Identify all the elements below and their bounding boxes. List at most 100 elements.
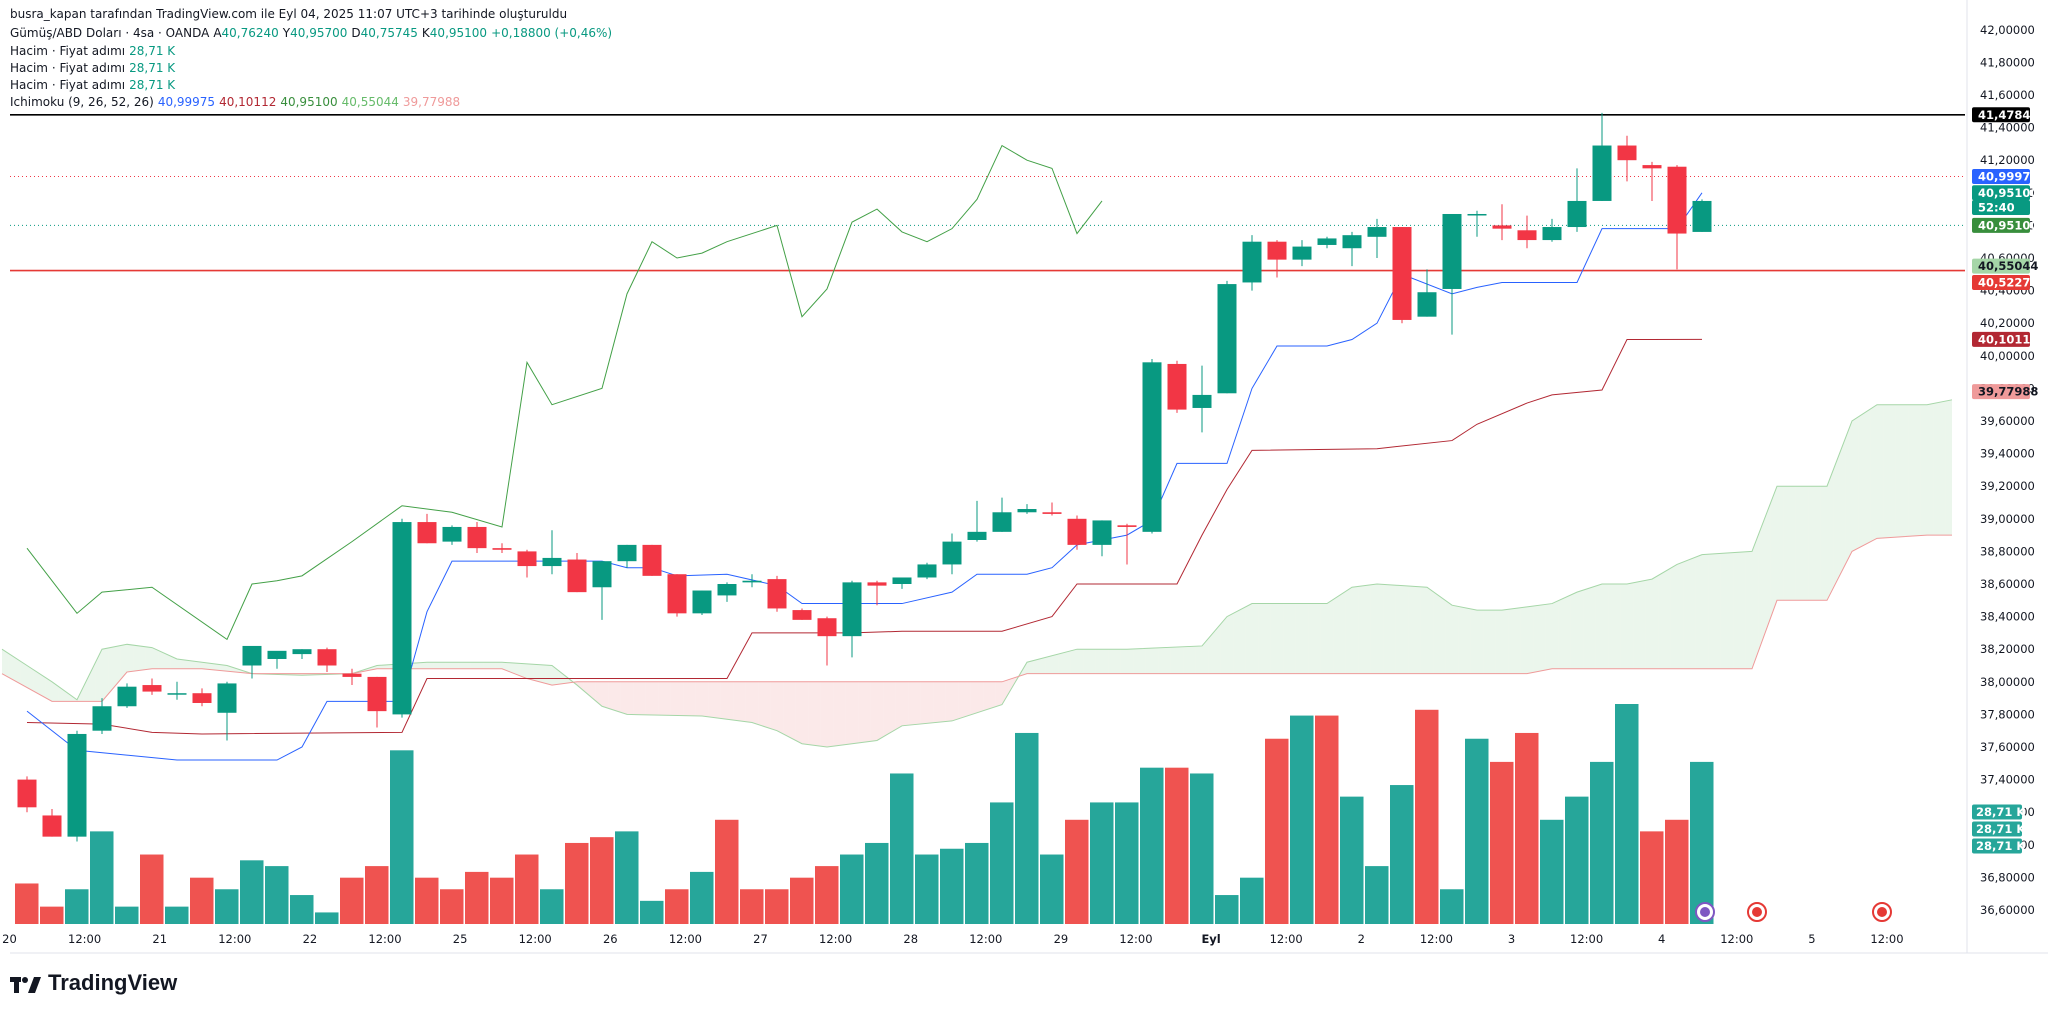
candle [317,647,337,673]
candle-body [1692,200,1712,232]
candle-body [317,649,337,666]
cloud-segment [1470,608,1477,674]
cloud-segment [1008,677,1015,695]
cloud-segment [1620,584,1627,669]
event-icon-dot [1877,907,1887,917]
legend-volume-row[interactable]: Hacim · Fiyat adımı 28,71 K [10,61,179,75]
cloud-segment [745,681,752,723]
candle-body [467,526,487,549]
candle-body [1192,394,1212,408]
cloud-segment [1895,404,1902,538]
x-tick-label: 12:00 [68,932,101,946]
cloud-segment [1839,437,1846,576]
cloud-segment [883,681,890,737]
y-tick-label: 37,80000 [1980,707,2035,721]
candle-body [1092,520,1112,545]
y-tick-label: 41,80000 [1980,55,2035,69]
cloud-segment [939,681,946,723]
cloud-segment [1664,568,1671,669]
candle-body [1667,166,1687,234]
price-label-bg [1972,107,2030,123]
cloud-segment [958,681,965,719]
cloud-segment [820,681,827,747]
cloud-segment [1083,649,1090,674]
volume-bar [1390,785,1414,924]
cloud-segment [1370,584,1377,674]
legend-volume-row[interactable]: Hacim · Fiyat adımı 28,71 K [10,44,179,58]
candle-body [1242,241,1262,283]
candle-body [392,522,412,715]
price-label: 39,77988 [1972,384,2038,400]
cloud-segment [1177,646,1184,674]
x-tick-label: 2 [1358,932,1365,946]
cloud-segment [1277,603,1284,674]
legend-ichimoku-tenkan: 40,99975 [157,95,216,109]
volume-bar [1465,738,1489,924]
cloud-segment [1002,679,1009,705]
volume-label-bg [1972,838,2022,854]
cloud-segment [1333,595,1340,674]
candle [1542,218,1562,242]
volume-bar [840,854,864,924]
x-tick-label: 12:00 [218,932,251,946]
volume-bar [615,831,639,924]
x-tick-label: 5 [1808,932,1815,946]
cloud-segment [1539,604,1546,672]
cloud-segment [1208,631,1215,674]
x-tick-label: 12:00 [1420,932,1453,946]
cloud-segment [2,649,9,678]
cloud-segment [1714,553,1721,669]
candle [142,678,162,695]
cloud-segment [1402,585,1409,674]
cloud-segment [795,681,802,744]
legend-symbol[interactable]: Gümüş/ABD Doları · 4sa · OANDA [10,26,210,40]
volume-bar [90,831,114,924]
candle-body [792,610,812,620]
cloud-segment [1289,603,1296,674]
cloud-segment [1752,535,1759,669]
candle [1492,204,1512,241]
price-label-text: 39,77988 [1978,385,2038,399]
cloud-segment [1564,595,1571,669]
candle-body [1467,213,1487,216]
volume-label: 28,71 K [1972,838,2026,854]
candle-body [1017,509,1037,513]
cloud-segment [1627,582,1634,669]
volume-bar [915,854,939,924]
volume-bar [415,877,439,924]
cloud-segment [1245,603,1252,674]
y-tick-label: 36,80000 [1980,870,2035,884]
cloud-segment [1227,613,1234,674]
x-tick-label: 22 [303,932,318,946]
x-tick-label: 12:00 [1119,932,1152,946]
candle-body [417,522,437,544]
legend-low-label: D [351,26,361,40]
cloud-segment [1802,486,1809,601]
candle-body [517,551,537,567]
cloud-segment [1045,655,1052,674]
candle [367,676,387,728]
cloud-segment [702,681,709,717]
candle-body [1292,246,1312,260]
candle [117,683,137,708]
legend-ichimoku-row[interactable]: Ichimoku (9, 26, 52, 26) 40,99975 40,10112… [10,95,464,109]
cloud-segment [983,681,990,711]
cloud-segment [1739,551,1746,669]
volume-bar [315,912,339,924]
candle-body [1442,213,1462,289]
cloud-segment [1358,585,1365,674]
candle [1167,360,1187,413]
cloud-segment [377,665,384,669]
legend-volume-row[interactable]: Hacim · Fiyat adımı 28,71 K [10,78,179,92]
volume-bar [265,866,289,924]
price-label: 40,99975 [1972,169,2038,185]
x-tick-label: 29 [1054,932,1069,946]
cloud-segment [870,681,877,742]
legend-volume-label: Hacim · Fiyat adımı [10,78,126,92]
legend-volume-label: Hacim · Fiyat adımı [10,44,126,58]
candle-body [992,512,1012,532]
cloud-segment [1408,586,1415,674]
price-label-bg [1972,185,2030,201]
cloud-segment [1283,603,1290,674]
